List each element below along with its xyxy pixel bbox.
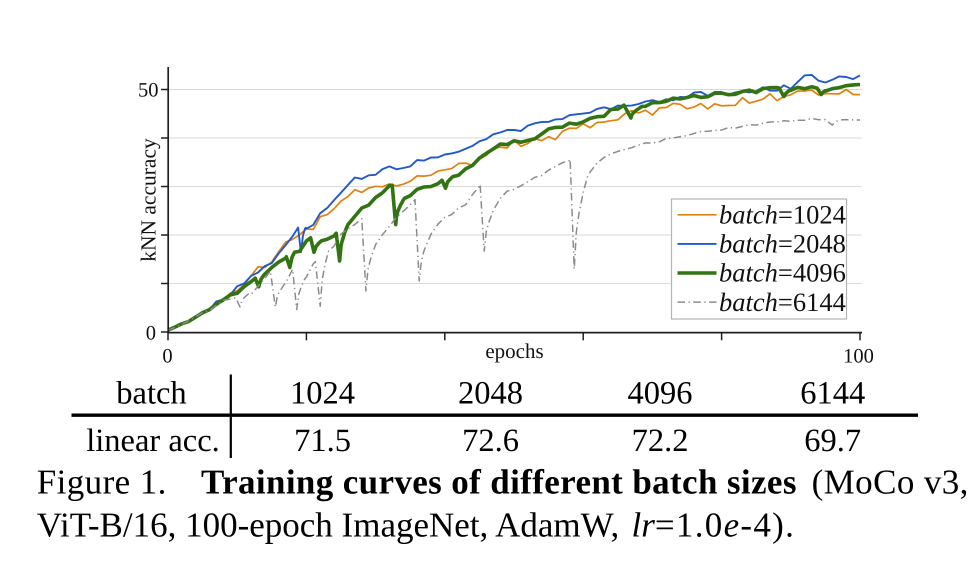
- svg-text:0: 0: [146, 322, 156, 344]
- svg-text:ViT-B/16, 100-epoch ImageNet,: ViT-B/16, 100-epoch ImageNet, AdamW, lr=1…: [37, 506, 795, 545]
- svg-text:2048: 2048: [458, 375, 523, 411]
- svg-text:72.6: 72.6: [462, 423, 519, 459]
- svg-text:71.5: 71.5: [294, 423, 351, 459]
- svg-text:1024: 1024: [290, 375, 355, 411]
- svg-text:batch=4096: batch=4096: [719, 258, 846, 288]
- svg-text:linear acc.: linear acc.: [86, 423, 220, 459]
- svg-text:batch=1024: batch=1024: [719, 200, 846, 230]
- svg-text:batch=6144: batch=6144: [719, 287, 846, 317]
- svg-text:72.2: 72.2: [632, 423, 689, 459]
- svg-text:batch=2048: batch=2048: [719, 229, 846, 259]
- svg-text:batch: batch: [116, 375, 186, 411]
- svg-text:50: 50: [138, 79, 159, 101]
- svg-text:100: 100: [843, 346, 874, 368]
- svg-text:kNN accuracy: kNN accuracy: [136, 138, 160, 262]
- svg-text:6144: 6144: [800, 375, 865, 411]
- svg-text:69.7: 69.7: [804, 423, 861, 459]
- svg-text:4096: 4096: [628, 375, 693, 411]
- svg-text:0: 0: [162, 346, 172, 368]
- svg-text:epochs: epochs: [485, 339, 543, 363]
